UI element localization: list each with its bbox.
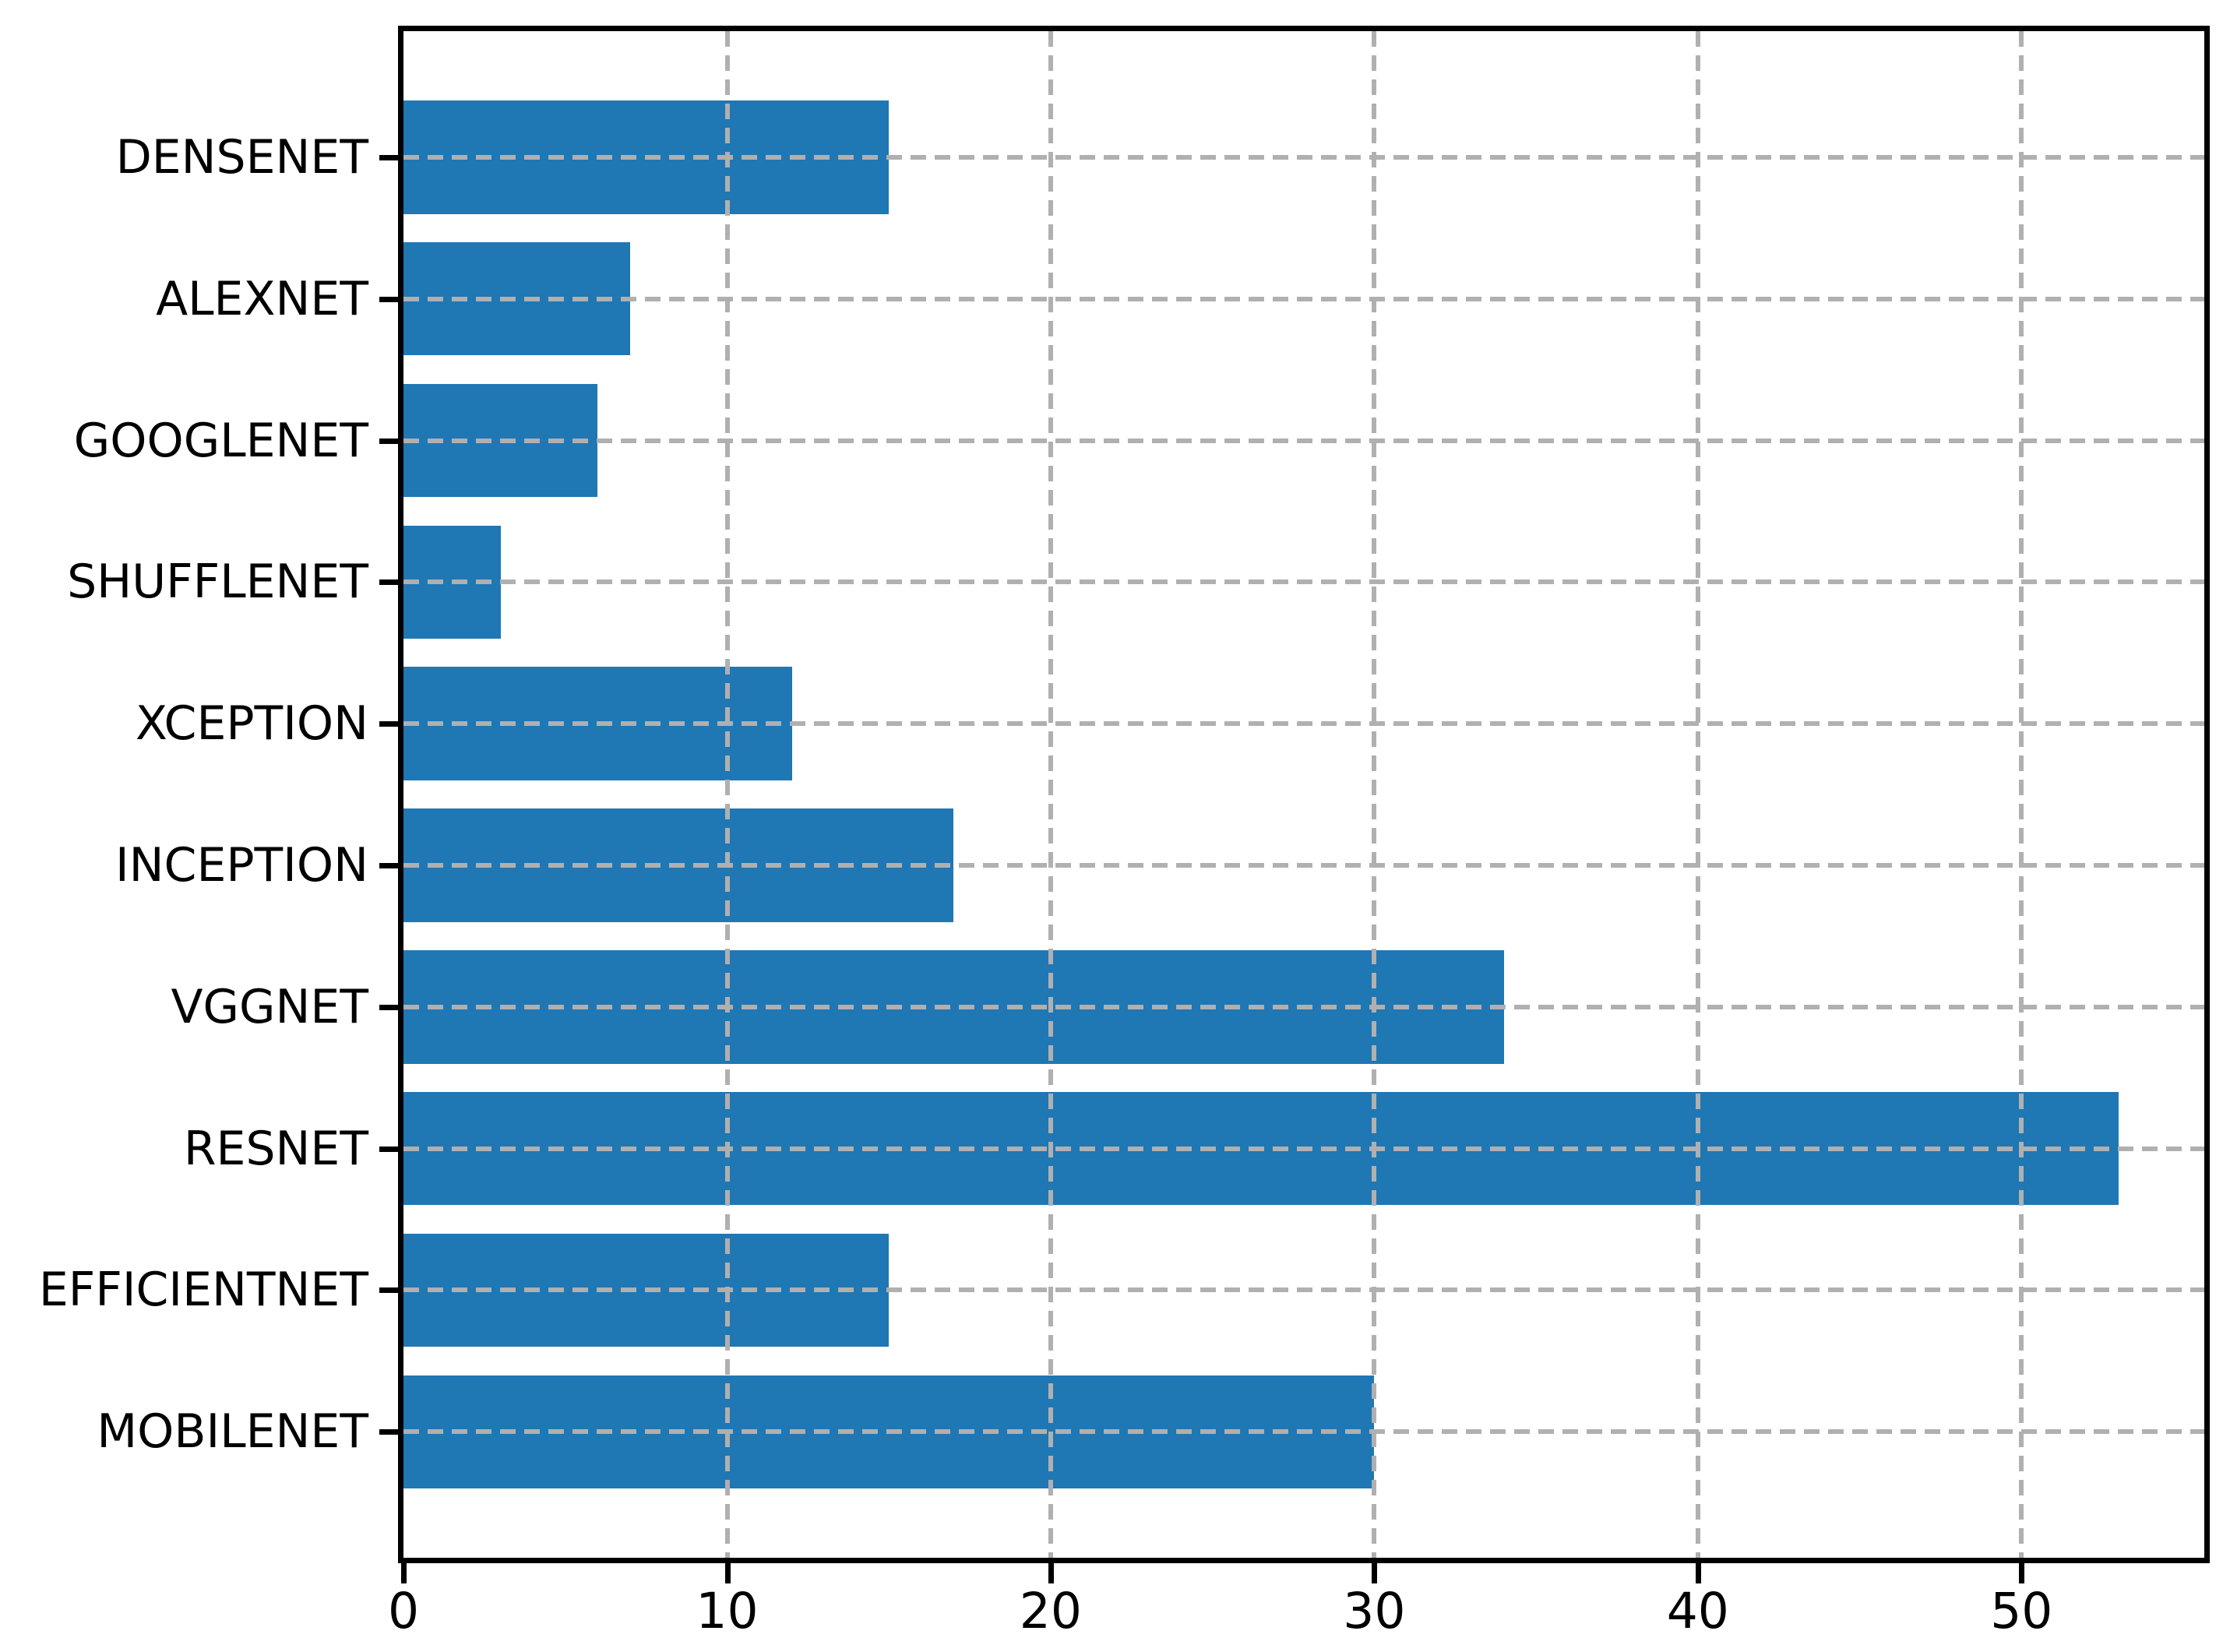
y-axis-label-resnet: RESNET xyxy=(183,1121,368,1176)
y-tick-resnet xyxy=(379,1146,398,1152)
gridline-x-10 xyxy=(724,31,730,1558)
y-axis-label-shufflenet: SHUFFLENET xyxy=(67,555,368,610)
gridline-y-googlenet xyxy=(403,438,2204,443)
y-tick-inception xyxy=(379,862,398,868)
y-axis-label-efficientnet: EFFICIENTNET xyxy=(38,1263,368,1318)
x-tick-0 xyxy=(401,1563,407,1583)
x-tick-40 xyxy=(1695,1563,1701,1583)
y-tick-efficientnet xyxy=(379,1287,398,1294)
x-tick-label-20: 20 xyxy=(1019,1583,1082,1640)
x-tick-20 xyxy=(1048,1563,1054,1583)
gridline-x-30 xyxy=(1372,31,1377,1558)
x-tick-label-50: 50 xyxy=(1990,1583,2053,1640)
y-tick-xception xyxy=(379,721,398,727)
x-tick-label-40: 40 xyxy=(1666,1583,1729,1640)
gridline-x-20 xyxy=(1048,31,1053,1558)
gridline-y-inception xyxy=(403,862,2204,868)
x-tick-label-10: 10 xyxy=(696,1583,759,1640)
gridline-y-efficientnet xyxy=(403,1287,2204,1293)
x-tick-50 xyxy=(2019,1563,2025,1583)
gridline-x-40 xyxy=(1695,31,1700,1558)
plot-area xyxy=(398,26,2210,1563)
gridline-x-50 xyxy=(2019,31,2024,1558)
x-tick-10 xyxy=(724,1563,731,1583)
y-axis-label-vggnet: VGGNET xyxy=(171,979,368,1034)
y-tick-alexnet xyxy=(379,296,398,302)
gridline-y-alexnet xyxy=(403,296,2204,301)
gridline-y-mobilenet xyxy=(403,1429,2204,1435)
gridline-y-xception xyxy=(403,721,2204,727)
y-axis-label-densenet: DENSENET xyxy=(115,129,368,185)
y-axis-label-inception: INCEPTION xyxy=(114,837,368,893)
gridline-y-vggnet xyxy=(403,1004,2204,1009)
gridline-y-densenet xyxy=(403,154,2204,160)
x-tick-30 xyxy=(1372,1563,1378,1583)
y-axis-label-xception: XCEPTION xyxy=(135,696,368,752)
y-tick-vggnet xyxy=(379,1004,398,1010)
y-tick-densenet xyxy=(379,154,398,160)
y-tick-shufflenet xyxy=(379,579,398,586)
gridline-y-shufflenet xyxy=(403,579,2204,585)
x-tick-label-30: 30 xyxy=(1343,1583,1406,1640)
y-tick-googlenet xyxy=(379,438,398,444)
y-axis-label-alexnet: ALEXNET xyxy=(156,271,368,326)
gridline-y-resnet xyxy=(403,1146,2204,1151)
y-tick-mobilenet xyxy=(379,1429,398,1435)
x-tick-label-0: 0 xyxy=(387,1583,420,1640)
y-axis-label-mobilenet: MOBILENET xyxy=(97,1404,368,1460)
y-axis-label-googlenet: GOOGLENET xyxy=(73,413,368,468)
